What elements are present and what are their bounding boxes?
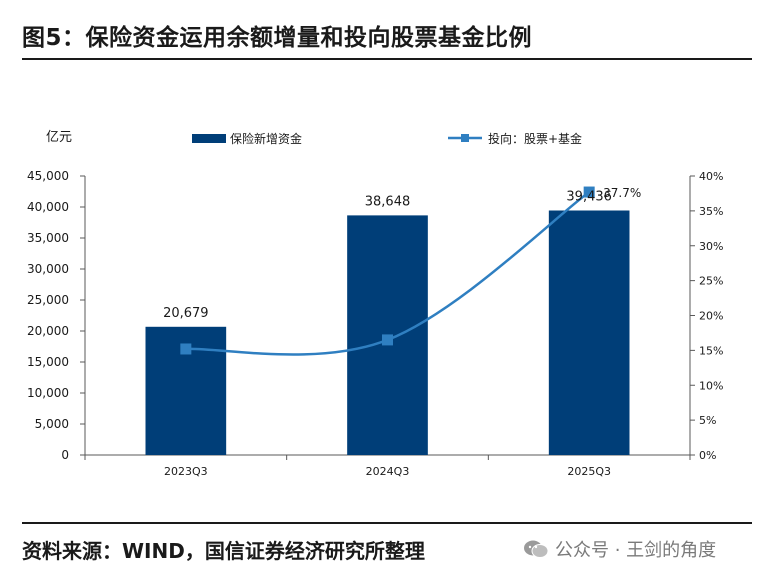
footer-divider <box>22 522 752 524</box>
line-point <box>180 343 192 355</box>
bar <box>548 210 630 455</box>
title-divider <box>22 58 752 60</box>
y-tick-label-left: 30,000 <box>27 262 69 276</box>
page-title: 图5：保险资金运用余额增量和投向股票基金比例 <box>22 25 533 51</box>
y-tick-label-left: 35,000 <box>27 231 69 245</box>
chart: 0 5,000 10,000 15,000 20,000 25,000 30,000 35,0… <box>27 130 723 478</box>
y-tick-label-right: 40% <box>699 170 723 183</box>
wechat-icon <box>524 540 549 558</box>
legend-bar-label: 保险新增资金 <box>230 131 302 146</box>
y-tick-label-left: 40,000 <box>27 200 69 214</box>
bar-value-label: 20,679 <box>163 306 209 321</box>
bar-value-label: 39,436 <box>566 189 612 204</box>
y-tick-label-left: 5,000 <box>35 417 69 431</box>
y-tick-label-left: 10,000 <box>27 386 69 400</box>
y-axis-unit: 亿元 <box>46 130 72 145</box>
legend-line-marker <box>461 134 469 142</box>
line-point <box>382 334 393 346</box>
y-tick-label-left: 0 <box>61 448 69 462</box>
line-value-label: 37.7% <box>603 186 641 200</box>
y-tick-label-right: 15% <box>699 344 723 357</box>
y-tick-label-right: 10% <box>699 379 723 392</box>
y-tick-label-left: 45,000 <box>27 169 69 183</box>
y-tick-label-right: 0% <box>699 449 716 462</box>
y-tick-label-left: 15,000 <box>27 355 69 369</box>
y-tick-label-right: 35% <box>699 205 723 218</box>
y-tick-label-right: 25% <box>699 275 723 288</box>
y-tick-label-left: 25,000 <box>27 293 69 307</box>
x-tick-label: 2023Q3 <box>164 465 208 478</box>
y-tick-label-left: 20,000 <box>27 324 69 338</box>
source-note: 资料来源：WIND，国信证券经济研究所整理 <box>22 539 425 563</box>
y-tick-label-right: 20% <box>699 310 723 323</box>
watermark-text: 公众号 · 王剑的角度 <box>555 540 717 561</box>
y-tick-label-right: 30% <box>699 240 723 253</box>
bar-value-label: 38,648 <box>365 194 411 209</box>
x-tick-label: 2025Q3 <box>567 465 611 478</box>
line-point <box>583 186 595 198</box>
watermark: 公众号 · 王剑的角度 <box>523 536 716 562</box>
x-tick-label: 2024Q3 <box>366 465 410 478</box>
legend-bar-swatch <box>192 134 226 143</box>
y-tick-label-right: 5% <box>699 414 716 427</box>
legend-line-label: 投向：股票+基金 <box>488 131 582 146</box>
